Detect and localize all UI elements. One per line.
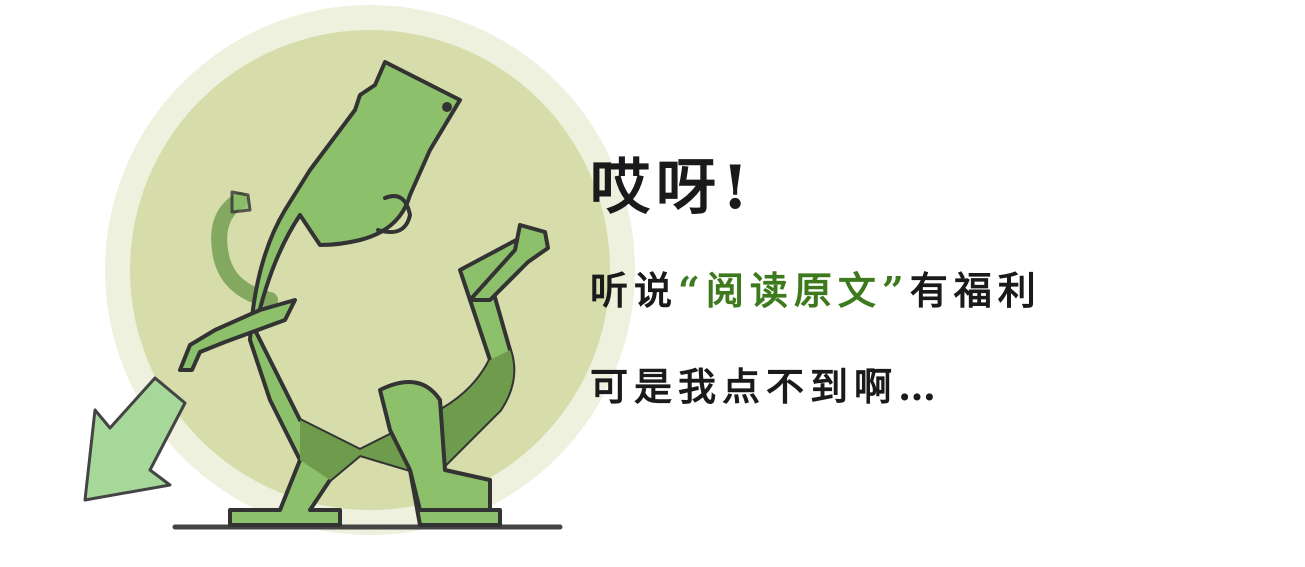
welfare-prefix: 听说 bbox=[590, 268, 679, 313]
message-text-block: 哎呀! 听说“阅读原文”有福利 可是我点不到啊… bbox=[590, 140, 1290, 422]
dinosaur-front-leg bbox=[378, 380, 492, 512]
welfare-line: 听说“阅读原文”有福利 bbox=[590, 256, 1290, 326]
cannot-click-line: 可是我点不到啊… bbox=[590, 364, 943, 409]
read-original-highlight: “阅读原文” bbox=[678, 268, 910, 313]
dinosaur-belly-shadow bbox=[300, 350, 514, 480]
dinosaur-illustration bbox=[83, 5, 635, 535]
dinosaur-back-hand bbox=[230, 190, 252, 214]
down-left-arrow-icon bbox=[83, 376, 187, 502]
welfare-suffix: 有福利 bbox=[909, 268, 1042, 313]
dinosaur-right-arm bbox=[468, 223, 550, 302]
dinosaur-character bbox=[178, 60, 550, 527]
dinosaur-front-arm bbox=[178, 298, 297, 372]
dinosaur-mouth bbox=[376, 194, 412, 235]
dinosaur-back-arm bbox=[211, 192, 278, 308]
dinosaur-eye bbox=[442, 102, 452, 112]
exclamation-heading: 哎呀! bbox=[590, 153, 755, 223]
